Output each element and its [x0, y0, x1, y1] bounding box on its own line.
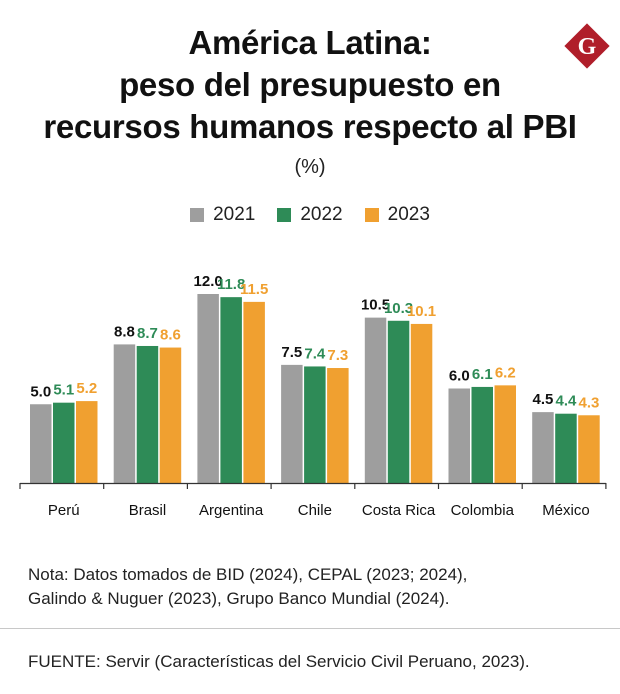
bar-2023-5: [494, 385, 516, 483]
data-label-2021-1: 8.8: [114, 323, 135, 340]
brand-logo-icon: G: [564, 23, 610, 69]
data-label-2023-3: 7.3: [327, 347, 348, 364]
data-label-2021-3: 7.5: [281, 344, 302, 361]
bar-2023-0: [76, 401, 98, 483]
category-label-6: México: [542, 502, 590, 519]
bar-2021-2: [197, 294, 219, 483]
bar-2022-5: [471, 386, 493, 483]
bar-2021-1: [113, 344, 136, 483]
bar-2021-4: [364, 317, 387, 483]
legend-label-2022: 2022: [300, 204, 343, 225]
title-line-2: peso del presupuesto en: [119, 66, 501, 103]
data-label-2023-4: 10.1: [407, 303, 436, 320]
data-label-2022-4: 10.3: [384, 300, 413, 317]
divider: [0, 628, 620, 629]
data-label-2021-4: 10.5: [361, 297, 390, 314]
data-label-2021-2: 12.0: [194, 273, 223, 290]
category-label-3: Chile: [298, 502, 332, 519]
legend-swatch-2021: [190, 208, 205, 222]
bar-2023-1: [159, 347, 182, 483]
bar-2022-6: [555, 413, 577, 483]
title-line-1: América Latina:: [188, 24, 432, 61]
data-label-2023-0: 5.2: [76, 380, 97, 397]
note-line-1: Nota: Datos tomados de BID (2024), CEPAL…: [28, 565, 468, 584]
bar-2023-4: [410, 323, 433, 483]
bar-2021-0: [30, 404, 52, 483]
bar-2022-2: [220, 297, 242, 483]
legend: 2021 2022 2023: [0, 204, 620, 226]
legend-item-2022: 2022: [277, 204, 343, 226]
data-label-2022-0: 5.1: [53, 382, 74, 399]
note: Nota: Datos tomados de BID (2024), CEPAL…: [28, 563, 598, 611]
legend-label-2023: 2023: [387, 204, 430, 225]
category-label-4: Costa Rica: [362, 502, 436, 519]
note-line-2: Galindo & Nuguer (2023), Grupo Banco Mun…: [28, 589, 450, 608]
bar-2022-1: [136, 345, 159, 483]
bar-2023-3: [327, 368, 349, 483]
data-label-2021-0: 5.0: [30, 383, 51, 400]
category-label-0: Perú: [48, 502, 80, 519]
data-label-2023-5: 6.2: [495, 364, 516, 381]
data-label-2021-6: 4.5: [533, 391, 554, 408]
legend-item-2023: 2023: [364, 204, 430, 226]
data-label-2022-5: 6.1: [472, 366, 493, 383]
data-label-2023-6: 4.3: [579, 394, 600, 411]
data-label-2022-6: 4.4: [556, 393, 578, 410]
bar-2022-4: [387, 320, 410, 483]
legend-swatch-2022: [277, 208, 292, 222]
legend-label-2021: 2021: [213, 204, 256, 225]
bar-2021-5: [448, 388, 470, 483]
data-label-2022-1: 8.7: [137, 325, 158, 342]
bar-chart: 5.0 5.1 5.2 Perú 8.8 8.7 8.6 Brasil 12.011.811.5…: [19, 273, 607, 519]
chart-title: América Latina: peso del presupuesto en …: [0, 22, 620, 148]
data-label-2023-1: 8.6: [160, 327, 181, 344]
data-label-2023-2: 11.5: [240, 281, 268, 298]
legend-swatch-2023: [364, 208, 379, 222]
chart-unit: (%): [294, 156, 326, 178]
bar-2022-3: [304, 366, 326, 483]
logo-letter: G: [578, 34, 597, 60]
category-label-2: Argentina: [199, 502, 264, 519]
source: FUENTE: Servir (Características del Serv…: [28, 652, 530, 671]
data-label-2022-3: 7.4: [304, 345, 326, 362]
data-label-2021-5: 6.0: [449, 368, 470, 385]
category-label-1: Brasil: [129, 502, 167, 519]
bar-2021-6: [532, 412, 554, 483]
bar-2021-3: [281, 364, 303, 483]
bar-2022-0: [53, 402, 75, 483]
bar-2023-6: [578, 415, 600, 483]
legend-item-2021: 2021: [190, 204, 255, 226]
bar-2023-2: [243, 301, 265, 483]
category-label-5: Colombia: [451, 502, 515, 519]
data-label-2022-2: 11.8: [217, 276, 245, 293]
title-line-3: recursos humanos respecto al PBI: [43, 108, 577, 145]
